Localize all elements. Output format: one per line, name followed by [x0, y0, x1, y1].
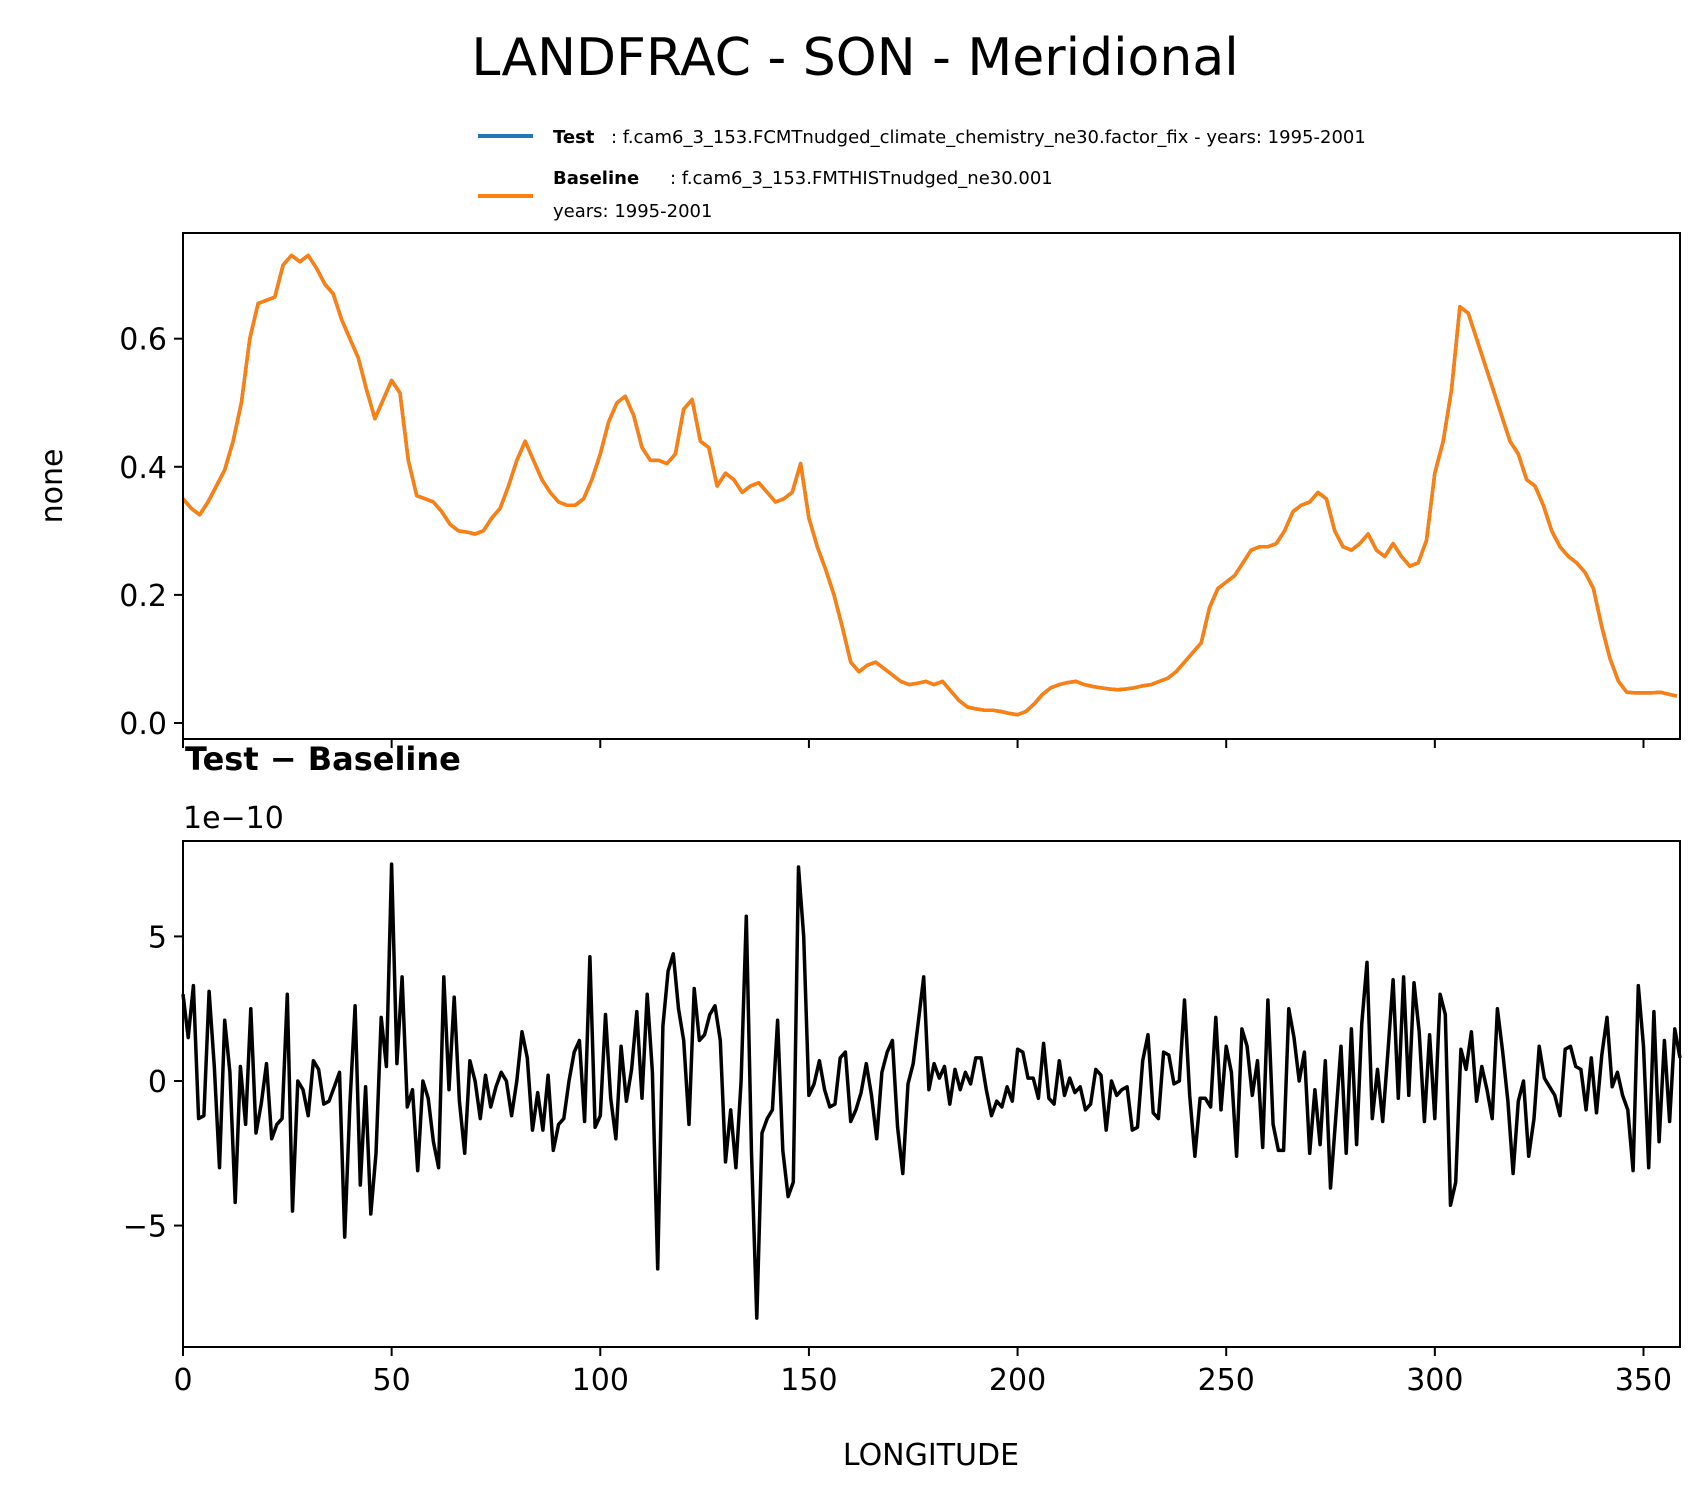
baseline-series-line	[181, 253, 1678, 717]
top-panel: 0.0 0.2 0.4 0.6 none	[35, 232, 1681, 748]
top-ytick-label: 0.4	[119, 451, 167, 486]
test-series-line	[181, 253, 1678, 717]
legend-baseline-years: years: 1995-2001	[553, 201, 712, 222]
bottom-ytick-label: −5	[123, 1210, 167, 1245]
difference-series-line	[181, 862, 1682, 1320]
bottom-xlabel: LONGITUDE	[843, 1438, 1019, 1473]
top-ytick-label: 0.6	[119, 323, 167, 358]
bottom-xtick-label: 0	[173, 1363, 192, 1398]
bottom-xtick-label: 250	[1198, 1363, 1255, 1398]
diff-offset-label: 1e−10	[183, 801, 284, 836]
top-axis-ticks: 0.0 0.2 0.4 0.6	[119, 323, 1645, 748]
bottom-ytick-label: 5	[148, 920, 167, 955]
diff-panel-title: Test − Baseline	[185, 740, 461, 778]
top-ytick-label: 0.0	[119, 707, 167, 742]
legend: Test : f.cam6_3_153.FCMTnudged_climate_c…	[478, 127, 1366, 222]
chart-title: LANDFRAC - SON - Meridional	[471, 28, 1238, 88]
bottom-xtick-label: 50	[373, 1363, 411, 1398]
bottom-plot-frame	[182, 840, 1681, 1348]
bottom-xtick-label: 200	[989, 1363, 1046, 1398]
bottom-xtick-label: 300	[1406, 1363, 1463, 1398]
bottom-xtick-label: 350	[1615, 1363, 1672, 1398]
legend-test-text: : f.cam6_3_153.FCMTnudged_climate_chemis…	[611, 127, 1366, 148]
bottom-ytick-label: 0	[148, 1065, 167, 1100]
bottom-xtick-label: 150	[780, 1363, 837, 1398]
legend-baseline-text: : f.cam6_3_153.FMTHISTnudged_ne30.001	[670, 168, 1053, 189]
top-ytick-label: 0.2	[119, 579, 167, 614]
bottom-xtick-label: 100	[572, 1363, 629, 1398]
legend-baseline-label: Baseline	[553, 168, 639, 189]
top-plot-frame	[182, 232, 1681, 740]
top-ylabel: none	[35, 449, 70, 524]
legend-test-label: Test	[553, 127, 595, 148]
